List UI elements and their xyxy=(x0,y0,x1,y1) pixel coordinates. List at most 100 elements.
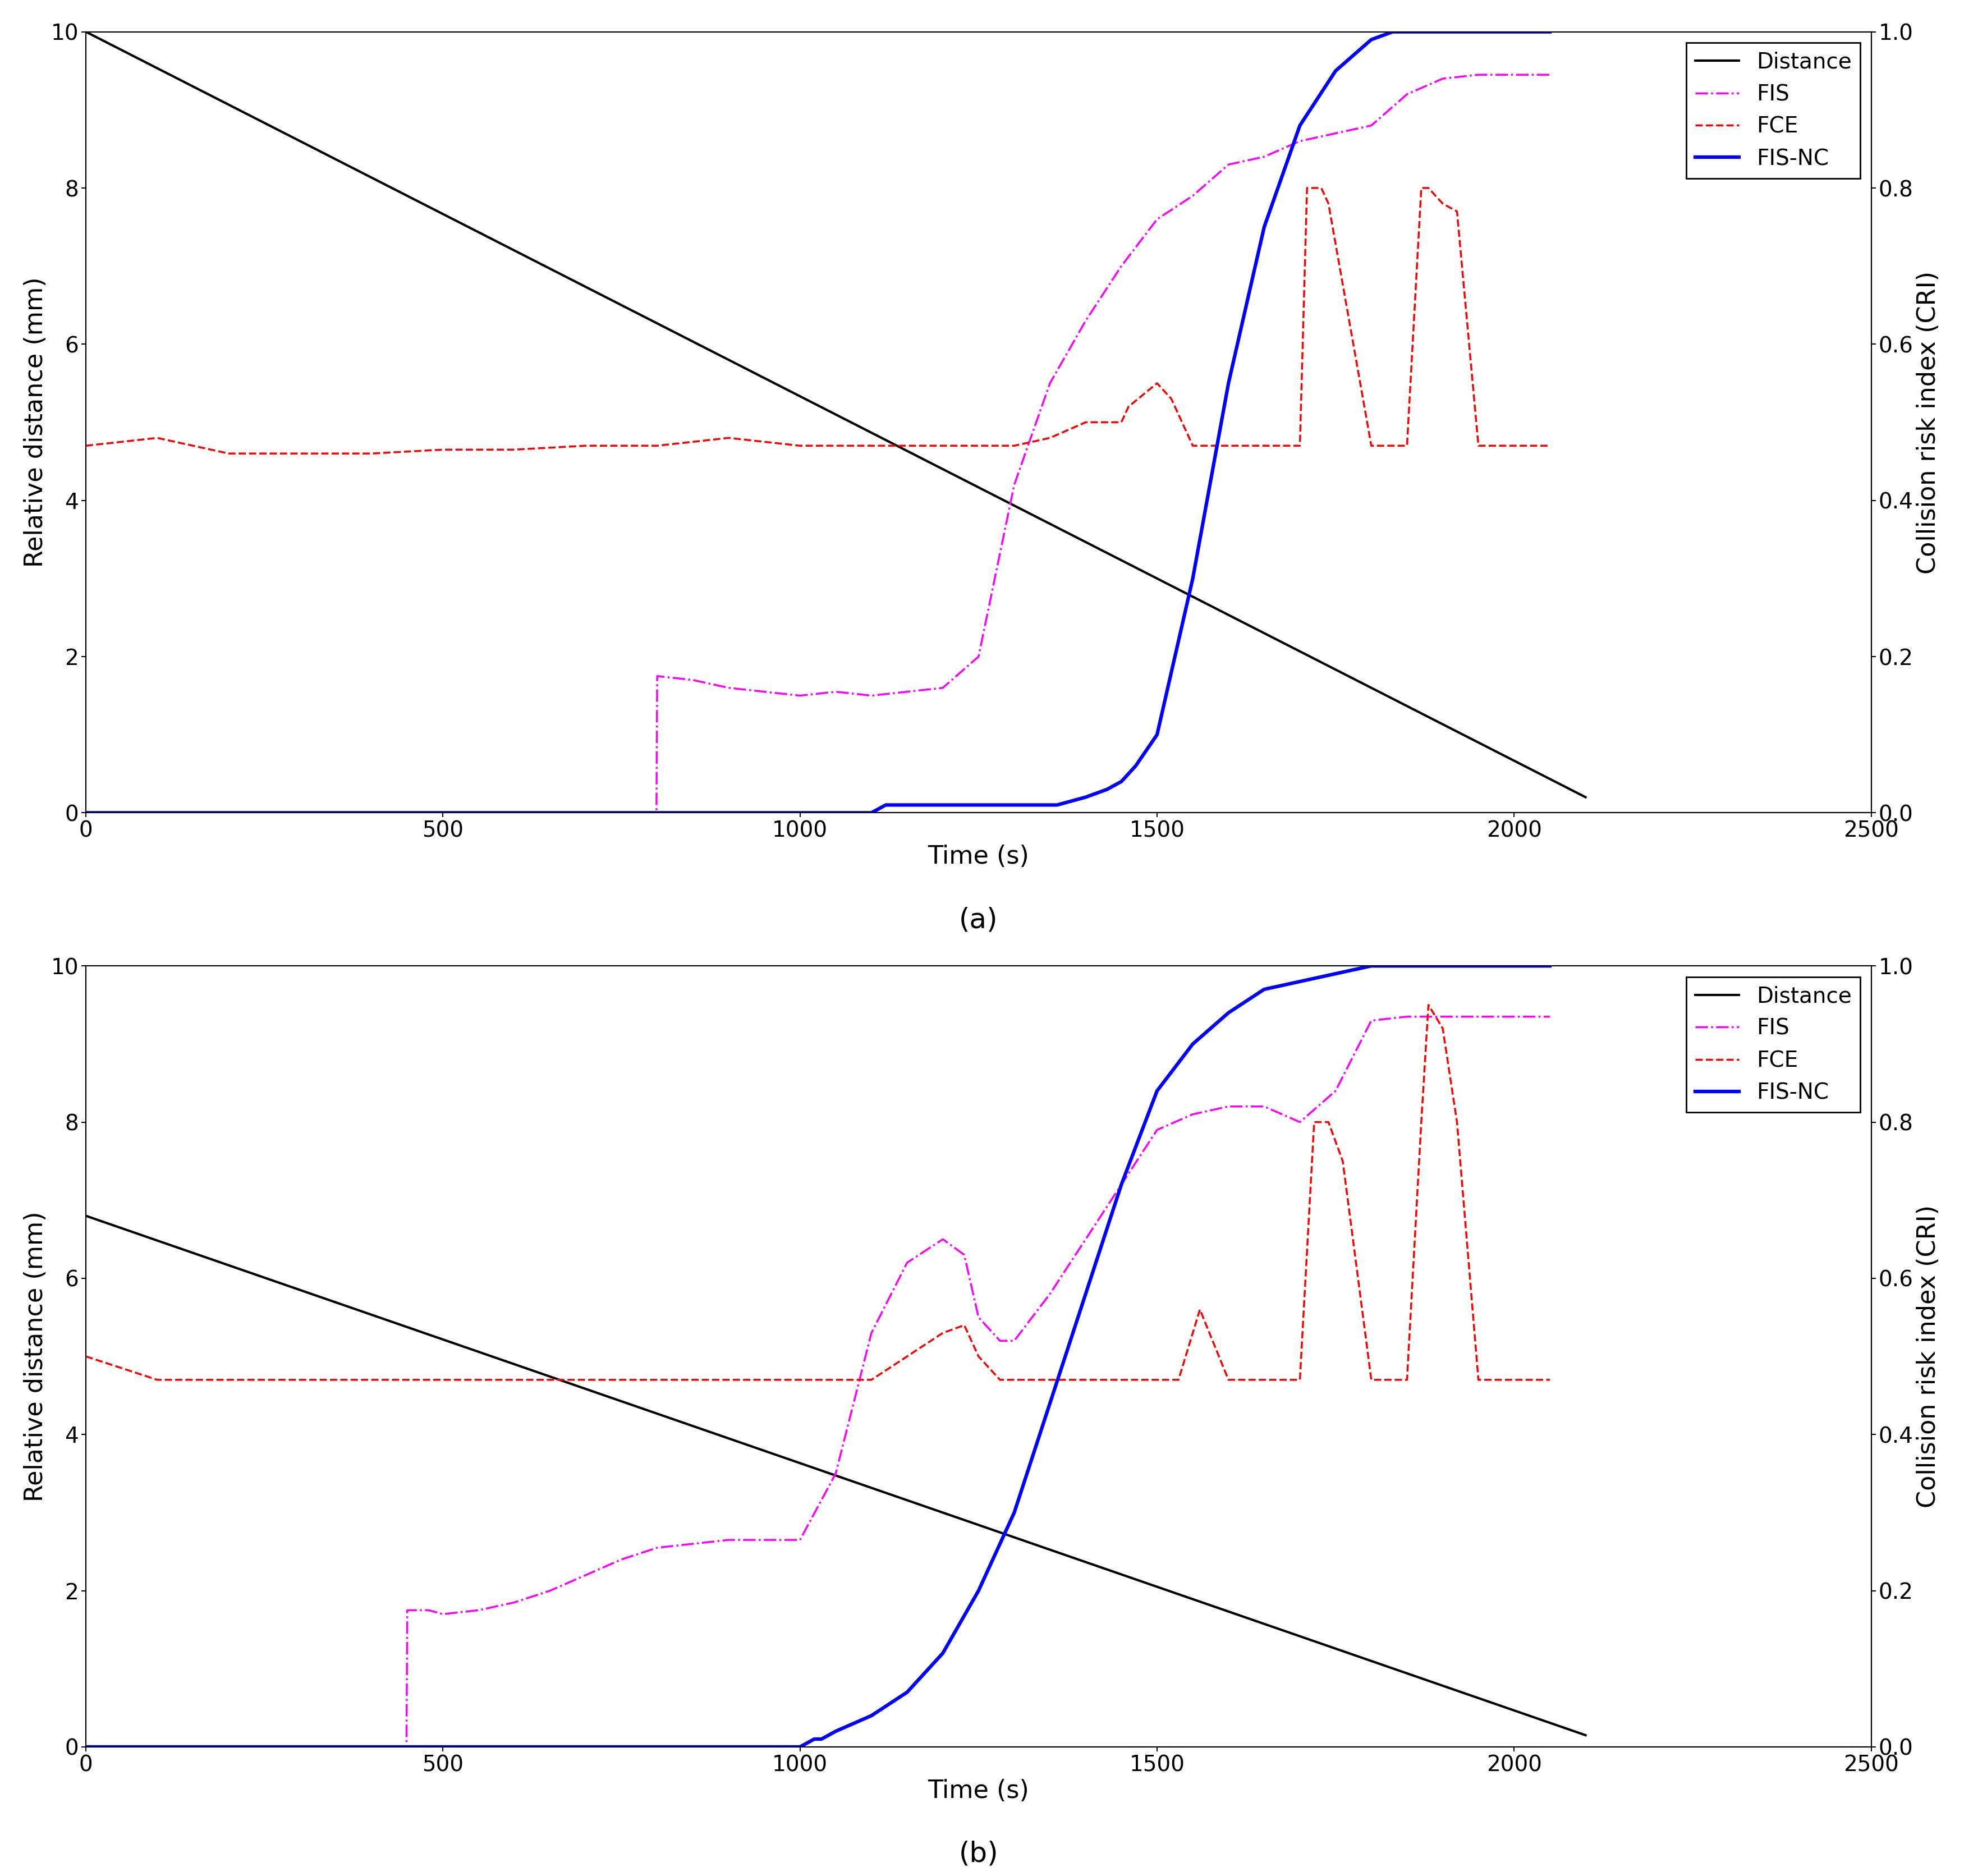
FCE xyxy=(988,1369,1011,1392)
FCE xyxy=(1074,411,1098,433)
FIS xyxy=(1145,208,1169,231)
FCE xyxy=(1159,388,1182,411)
FIS xyxy=(432,1602,456,1625)
FIS xyxy=(1180,184,1204,206)
FIS xyxy=(75,1735,98,1758)
FIS-NC xyxy=(75,801,98,824)
FIS xyxy=(416,1598,440,1621)
FIS-NC xyxy=(1110,1172,1133,1195)
FCE xyxy=(1467,1369,1491,1392)
FIS xyxy=(717,677,740,700)
FIS-NC xyxy=(1253,977,1277,1000)
FIS-NC xyxy=(1432,21,1455,43)
FIS-NC xyxy=(874,794,898,816)
Line: FIS-NC: FIS-NC xyxy=(86,966,1550,1747)
FCE xyxy=(966,435,990,458)
FIS-NC xyxy=(1467,21,1491,43)
FCE xyxy=(1145,371,1169,394)
FIS-NC xyxy=(1502,21,1526,43)
FCE xyxy=(609,435,632,458)
FIS-NC xyxy=(803,1728,827,1750)
FIS-NC xyxy=(1180,1034,1204,1056)
FCE xyxy=(1294,176,1318,199)
FCE xyxy=(966,1345,990,1368)
FCE xyxy=(1467,435,1491,458)
Y-axis label: Relative distance (mm): Relative distance (mm) xyxy=(24,278,47,568)
FIS-NC xyxy=(817,1724,841,1747)
FCE xyxy=(1432,193,1455,216)
FIS-NC xyxy=(882,794,905,816)
X-axis label: Time (s): Time (s) xyxy=(927,844,1029,869)
FIS-NC xyxy=(1180,567,1204,589)
FIS-NC xyxy=(1039,1392,1063,1415)
FCE xyxy=(253,443,277,465)
FIS-NC xyxy=(896,1681,919,1703)
FIS-NC xyxy=(1216,371,1239,394)
FCE xyxy=(1118,1369,1141,1392)
FIS-NC xyxy=(809,1728,833,1750)
FCE xyxy=(788,435,811,458)
FCE xyxy=(1359,435,1383,458)
FIS xyxy=(1467,1006,1491,1028)
FIS xyxy=(503,1591,526,1613)
FIS-NC xyxy=(860,801,884,824)
FIS xyxy=(1324,122,1347,144)
FIS xyxy=(1432,1006,1455,1028)
FCE xyxy=(1188,435,1212,458)
FIS xyxy=(1110,255,1133,278)
FIS xyxy=(1502,1006,1526,1028)
FIS xyxy=(1394,1006,1418,1028)
X-axis label: Time (s): Time (s) xyxy=(927,1778,1029,1803)
FIS-NC xyxy=(1538,21,1561,43)
FIS xyxy=(1502,64,1526,86)
FIS xyxy=(682,1533,705,1555)
FIS xyxy=(75,801,98,824)
FCE xyxy=(953,1313,976,1336)
FIS-NC xyxy=(1096,779,1119,801)
FIS xyxy=(860,685,884,707)
FIS xyxy=(395,1735,418,1758)
FCE xyxy=(1538,435,1561,458)
FCE xyxy=(1394,435,1418,458)
FCE xyxy=(1332,1150,1355,1172)
FIS-NC xyxy=(825,1720,848,1743)
FIS-NC xyxy=(1324,962,1347,985)
FIS-NC xyxy=(1002,1501,1025,1523)
FIS xyxy=(896,1251,919,1274)
FCE xyxy=(1502,435,1526,458)
FIS xyxy=(573,1565,597,1587)
FIS xyxy=(860,1323,884,1345)
FIS xyxy=(1002,473,1025,495)
FIS-NC xyxy=(1039,794,1063,816)
FIS xyxy=(1002,1330,1025,1353)
FCE xyxy=(1002,435,1025,458)
FCE xyxy=(717,426,740,448)
FIS-NC xyxy=(1216,1002,1239,1024)
FIS xyxy=(788,685,811,707)
FCE xyxy=(717,1369,740,1392)
FIS xyxy=(825,681,848,704)
FCE xyxy=(1102,411,1125,433)
FCE xyxy=(1216,1369,1239,1392)
FCE xyxy=(432,439,456,461)
FCE xyxy=(1310,176,1334,199)
FCE xyxy=(788,1369,811,1392)
FCE xyxy=(1359,1369,1383,1392)
FCE xyxy=(1145,1369,1169,1392)
FCE xyxy=(1410,1111,1434,1133)
FIS-NC xyxy=(1324,60,1347,83)
FCE xyxy=(1489,1369,1512,1392)
FIS xyxy=(1359,1009,1383,1032)
FIS-NC xyxy=(1145,724,1169,747)
Line: FIS-NC: FIS-NC xyxy=(86,32,1550,812)
FIS-NC xyxy=(1394,21,1418,43)
FIS xyxy=(1538,64,1561,86)
FIS xyxy=(1216,1096,1239,1118)
FCE xyxy=(359,1369,383,1392)
FIS xyxy=(1359,114,1383,137)
Line: FIS: FIS xyxy=(86,1017,1550,1747)
FCE xyxy=(145,426,169,448)
FIS xyxy=(609,1548,632,1570)
FIS-NC xyxy=(1074,1283,1098,1306)
Y-axis label: Collision risk index (CRI): Collision risk index (CRI) xyxy=(1917,1204,1940,1508)
